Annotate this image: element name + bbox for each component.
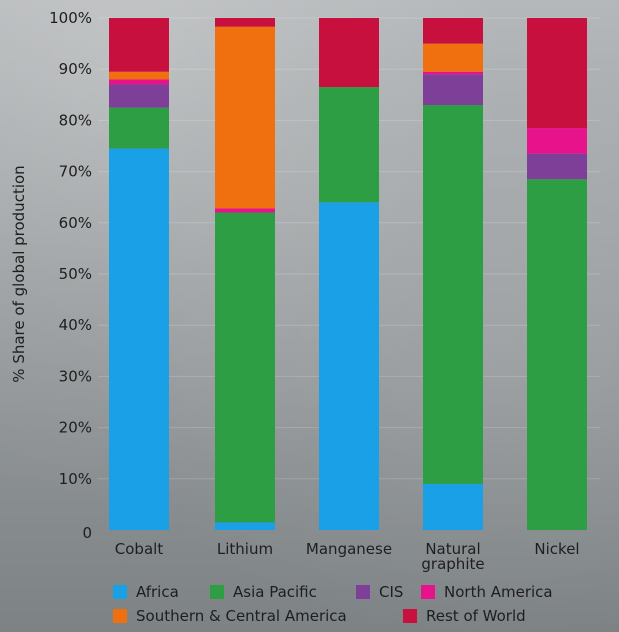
y-tick-label: 10% (59, 470, 92, 488)
bar-segment (527, 153, 587, 180)
legend-swatch (403, 609, 417, 623)
bar-segment (527, 128, 587, 154)
y-tick-label: 40% (59, 316, 92, 334)
x-category-label: Manganese (306, 540, 392, 558)
y-tick-label: 0 (82, 524, 92, 542)
bar-segment (109, 79, 169, 85)
bar-segment (109, 18, 169, 72)
x-category-label: Nickel (534, 540, 579, 558)
legend-label: Africa (136, 583, 179, 601)
bar-segment (109, 107, 169, 149)
bar-segment (423, 43, 483, 72)
y-tick-label: 100% (49, 9, 92, 27)
legend-label: North America (444, 583, 553, 601)
y-tick-label: 20% (59, 419, 92, 437)
legend-swatch (421, 585, 435, 599)
y-tick-label: 90% (59, 60, 92, 78)
x-category-label: Lithium (217, 540, 273, 558)
x-category-label: Natural graphite (421, 540, 484, 573)
bar-segment (319, 202, 379, 530)
bar-segment (423, 74, 483, 106)
legend-label: Rest of World (426, 607, 526, 625)
bar-segment (109, 71, 169, 80)
bar-segment (319, 87, 379, 203)
bar-segment (215, 26, 275, 209)
legend-label: Southern & Central America (136, 607, 347, 625)
x-category-label-line: Natural (425, 540, 480, 558)
y-tick-label: 30% (59, 367, 92, 385)
x-category-label-line: Lithium (217, 540, 273, 558)
bar-segment (109, 148, 169, 530)
y-tick-label: 70% (59, 163, 92, 181)
legend-label: Asia Pacific (233, 583, 317, 601)
bar-segment (423, 483, 483, 530)
legend-swatch (113, 585, 127, 599)
bar-segment (215, 18, 275, 27)
bar-segment (527, 18, 587, 129)
bar-segment (215, 212, 275, 523)
bar-segment (423, 18, 483, 44)
bar-segment (215, 522, 275, 530)
legend-swatch (210, 585, 224, 599)
bar-segment (423, 105, 483, 484)
legend-swatch (113, 609, 127, 623)
y-tick-label: 80% (59, 111, 92, 129)
bar-segment (319, 18, 379, 88)
legend-label: CIS (379, 583, 403, 601)
x-category-label-line: Manganese (306, 540, 392, 558)
x-category-label-line: Cobalt (115, 540, 164, 558)
bar-segment (527, 179, 587, 530)
y-tick-label: 60% (59, 214, 92, 232)
bar-segment (423, 71, 483, 75)
y-axis-label: % Share of global production (10, 165, 28, 382)
x-category-label-line: Nickel (534, 540, 579, 558)
bar-segment (109, 84, 169, 108)
x-category-label-line: graphite (421, 555, 484, 573)
bar-segment (215, 208, 275, 213)
x-category-label: Cobalt (115, 540, 164, 558)
y-tick-label: 50% (59, 265, 92, 283)
legend-swatch (356, 585, 370, 599)
